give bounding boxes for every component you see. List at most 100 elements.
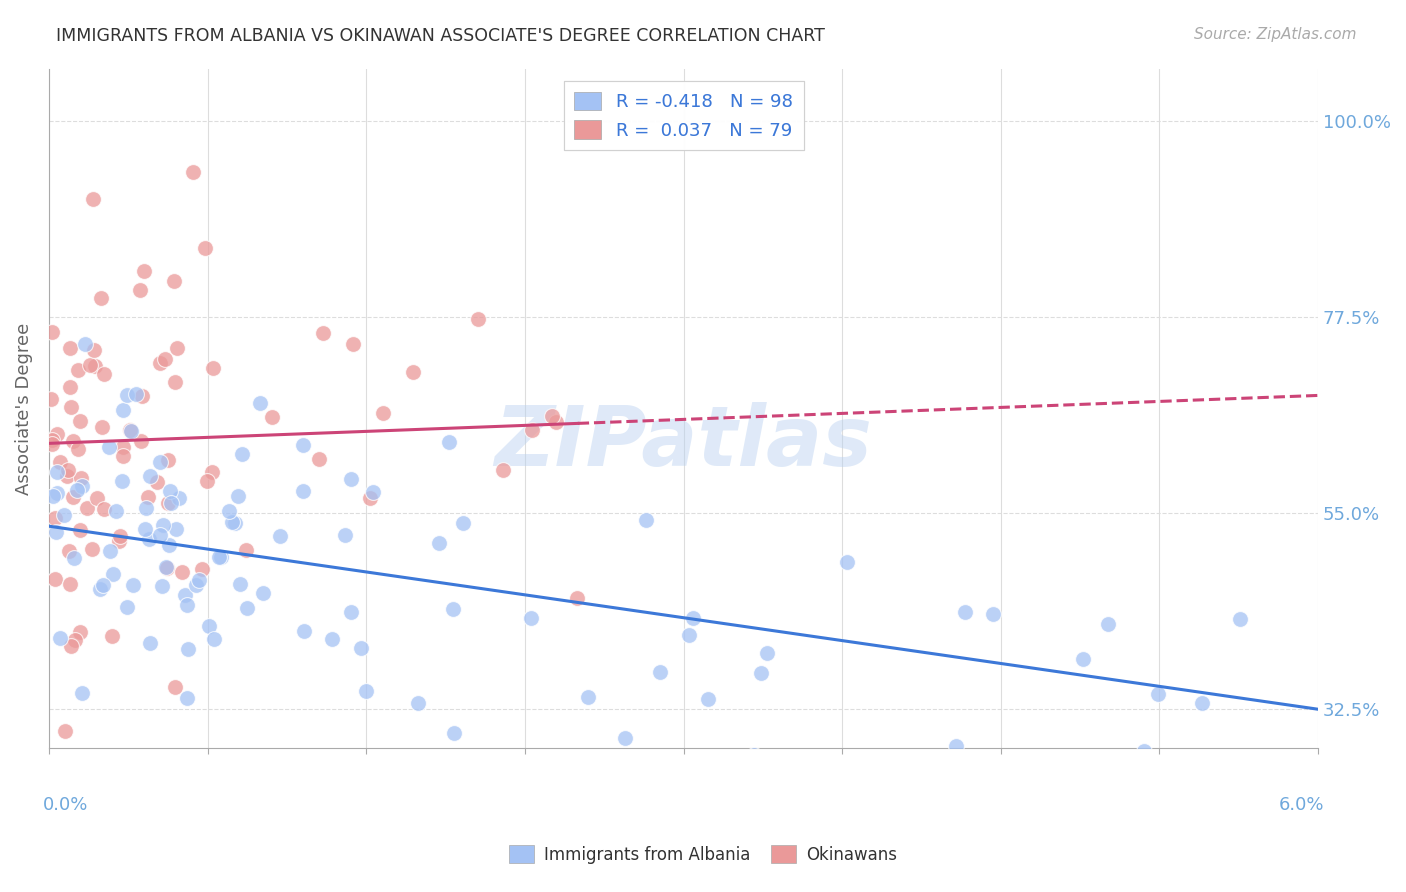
Point — [354, 684, 377, 698]
Point — [91, 419, 114, 434]
Point — [269, 529, 291, 543]
Point — [451, 516, 474, 530]
Point — [93, 578, 115, 592]
Point — [135, 500, 157, 515]
Point — [149, 455, 172, 469]
Point — [744, 748, 766, 763]
Point — [93, 502, 115, 516]
Point — [93, 367, 115, 381]
Point — [187, 573, 209, 587]
Point — [249, 395, 271, 409]
Point — [86, 491, 108, 506]
Point — [190, 562, 212, 576]
Point — [201, 465, 224, 479]
Text: ZIPatlas: ZIPatlas — [495, 402, 873, 483]
Point — [58, 544, 80, 558]
Point — [576, 690, 599, 704]
Point — [308, 452, 330, 467]
Point — [39, 392, 62, 407]
Point — [342, 336, 364, 351]
Point — [945, 739, 967, 753]
Point — [177, 642, 200, 657]
Point — [125, 387, 148, 401]
Point — [260, 409, 283, 424]
Point — [231, 447, 253, 461]
Point — [756, 646, 779, 660]
Point — [70, 685, 93, 699]
Point — [224, 516, 246, 530]
Point — [1133, 744, 1156, 758]
Point — [62, 434, 84, 448]
Point — [636, 513, 658, 527]
Point — [1229, 612, 1251, 626]
Point — [837, 555, 859, 569]
Point — [371, 406, 394, 420]
Point — [155, 560, 177, 574]
Point — [176, 598, 198, 612]
Point — [59, 341, 82, 355]
Point — [427, 536, 450, 550]
Point — [111, 403, 134, 417]
Point — [339, 605, 361, 619]
Point — [98, 544, 121, 558]
Point — [98, 441, 121, 455]
Point — [406, 697, 429, 711]
Point — [648, 665, 671, 679]
Point — [176, 690, 198, 705]
Point — [165, 522, 187, 536]
Text: 0.0%: 0.0% — [42, 796, 89, 814]
Point — [44, 511, 66, 525]
Point — [70, 471, 93, 485]
Point — [129, 434, 152, 448]
Point — [49, 455, 72, 469]
Point — [89, 582, 111, 597]
Point — [163, 376, 186, 390]
Point — [292, 483, 315, 498]
Text: IMMIGRANTS FROM ALBANIA VS OKINAWAN ASSOCIATE'S DEGREE CORRELATION CHART: IMMIGRANTS FROM ALBANIA VS OKINAWAN ASSO… — [56, 27, 825, 45]
Point — [492, 463, 515, 477]
Point — [49, 632, 72, 646]
Point — [149, 356, 172, 370]
Text: 6.0%: 6.0% — [1279, 796, 1324, 814]
Point — [117, 388, 139, 402]
Point — [69, 625, 91, 640]
Point — [544, 415, 567, 429]
Point — [321, 632, 343, 646]
Point — [166, 341, 188, 355]
Point — [981, 607, 1004, 621]
Point — [120, 424, 142, 438]
Point — [160, 496, 183, 510]
Point — [134, 522, 156, 536]
Point — [221, 515, 243, 529]
Point — [955, 605, 977, 619]
Point — [749, 665, 772, 680]
Point — [292, 624, 315, 639]
Point — [134, 264, 156, 278]
Point — [201, 360, 224, 375]
Point — [59, 401, 82, 415]
Point — [614, 731, 637, 746]
Point — [349, 641, 371, 656]
Point — [115, 600, 138, 615]
Point — [437, 434, 460, 449]
Point — [82, 193, 104, 207]
Point — [1191, 697, 1213, 711]
Point — [44, 572, 66, 586]
Point — [163, 274, 186, 288]
Point — [41, 433, 63, 447]
Point — [163, 680, 186, 694]
Point — [59, 639, 82, 653]
Point — [69, 524, 91, 538]
Point — [66, 483, 89, 497]
Point — [152, 518, 174, 533]
Point — [235, 543, 257, 558]
Point — [567, 591, 589, 606]
Point — [183, 165, 205, 179]
Point — [467, 312, 489, 326]
Point — [111, 474, 134, 488]
Point — [58, 463, 80, 477]
Point — [1198, 754, 1220, 768]
Point — [194, 241, 217, 255]
Point — [682, 611, 704, 625]
Point — [339, 472, 361, 486]
